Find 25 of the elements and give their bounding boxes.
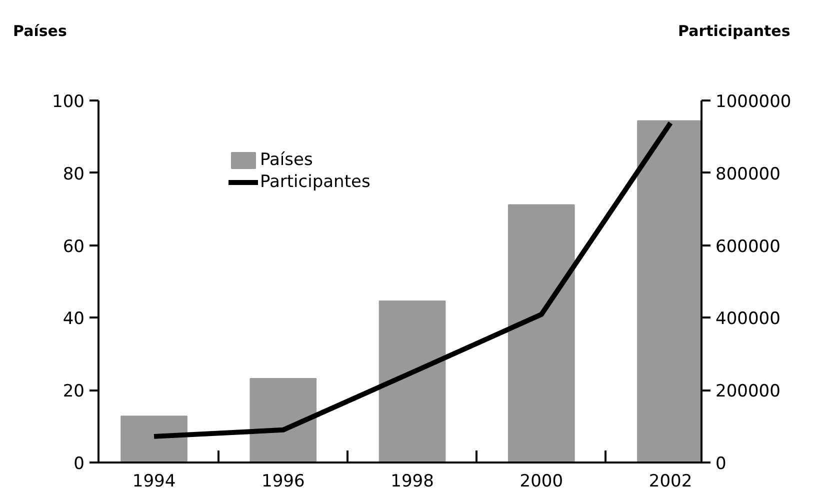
- y2-tick-label: 1000000: [716, 92, 792, 112]
- y-tick-label: 60: [62, 236, 85, 257]
- y2-tick-label: 0: [716, 454, 726, 474]
- legend-label: Países: [260, 150, 313, 170]
- y2-tick-label: 400000: [716, 309, 780, 330]
- y2-tick-label: 800000: [716, 164, 780, 184]
- x-tick-label: 1996: [262, 472, 305, 492]
- y2-tick-label: 600000: [716, 236, 780, 257]
- y-tick-label: 80: [62, 164, 85, 184]
- x-tick-label: 2002: [648, 472, 692, 492]
- x-tick-label: 1998: [390, 472, 434, 492]
- y-tick-label: 40: [62, 309, 85, 330]
- y-axis-title: Países: [13, 21, 67, 42]
- bar: [120, 416, 188, 462]
- bar: [250, 378, 317, 462]
- y-tick-label: 0: [74, 454, 85, 474]
- y2-axis-title: Participantes: [678, 21, 790, 42]
- x-tick-label: 1994: [132, 472, 176, 492]
- bar: [508, 204, 575, 462]
- legend-label: Participantes: [260, 172, 370, 192]
- y-tick-label: 20: [62, 382, 85, 402]
- y-tick-label: 100: [52, 92, 85, 112]
- y2-tick-label: 200000: [716, 382, 780, 402]
- x-tick-label: 2000: [520, 472, 564, 492]
- bar: [378, 300, 446, 462]
